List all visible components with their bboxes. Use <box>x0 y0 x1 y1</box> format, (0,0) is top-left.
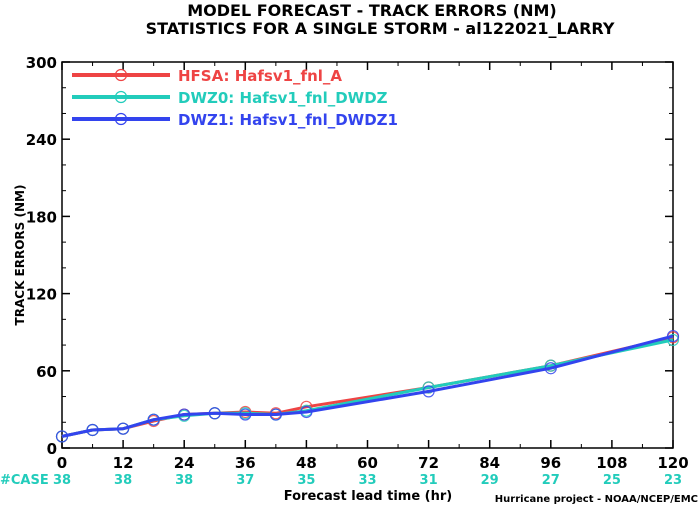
case-count: 35 <box>297 473 315 488</box>
series-point-1 <box>422 381 435 394</box>
x-tick-label: 36 <box>235 454 256 472</box>
x-axis: 0 12 24 36 48 60 72 84 96 108 120 <box>57 62 689 472</box>
case-count: 38 <box>53 473 71 488</box>
case-count: 29 <box>481 473 499 488</box>
chart-subtitle: STATISTICS FOR A SINGLE STORM - al122021… <box>146 19 615 38</box>
x-tick-label: 60 <box>357 454 378 472</box>
series-point-2 <box>544 362 557 375</box>
series-point-2 <box>178 408 191 421</box>
case-counts: 38 38 38 37 35 33 31 29 27 25 23 <box>53 473 682 488</box>
series-point-2 <box>239 408 252 421</box>
case-count: 23 <box>664 473 682 488</box>
series-point-1 <box>666 333 680 347</box>
legend-marker <box>114 112 128 126</box>
case-count: 37 <box>236 473 254 488</box>
series-point-2 <box>86 423 99 437</box>
case-count: 27 <box>542 473 560 488</box>
x-tick-label: 72 <box>418 454 439 472</box>
y-axis: 0 60 120 180 240 300 <box>26 54 673 458</box>
x-axis-label: Forecast lead time (hr) <box>284 489 452 504</box>
series-line-0 <box>61 335 674 438</box>
legend-entry: DWZ1: Hafsv1_fnl_DWDZ1 <box>178 111 398 129</box>
series-point-2 <box>147 413 160 426</box>
legend-entry: HFSA: Hafsv1_fnl_A <box>178 67 342 85</box>
y-tick-label: 120 <box>26 286 57 304</box>
series-point-2 <box>269 408 282 421</box>
series-point-2 <box>55 430 69 443</box>
credit-text: Hurricane project - NOAA/NCEP/EMC <box>495 494 698 505</box>
y-tick-label: 180 <box>26 208 57 226</box>
x-tick-label: 108 <box>596 454 627 472</box>
chart-title: MODEL FORECAST - TRACK ERRORS (NM) <box>187 1 556 20</box>
series-layer <box>55 329 680 443</box>
series-point-2 <box>116 422 130 435</box>
y-tick-label: 60 <box>36 363 57 381</box>
series-point-2 <box>666 329 680 343</box>
case-label: #CASE <box>0 473 49 488</box>
y-tick-label: 240 <box>26 131 57 149</box>
legend-entry: DWZ0: Hafsv1_fnl_DWDZ <box>178 89 388 107</box>
case-count: 25 <box>603 473 621 488</box>
y-tick-label: 300 <box>26 54 57 72</box>
x-tick-label: 84 <box>479 454 500 472</box>
y-tick-label: 0 <box>47 440 57 458</box>
x-tick-label: 120 <box>657 454 688 472</box>
x-tick-label: 0 <box>57 454 67 472</box>
series-point-2 <box>422 385 435 398</box>
legend: HFSA: Hafsv1_fnl_A DWZ0: Hafsv1_fnl_DWDZ D… <box>72 67 398 129</box>
legend-marker <box>114 68 128 82</box>
legend-marker <box>114 90 128 104</box>
case-count: 33 <box>358 473 376 488</box>
y-axis-label: TRACK ERRORS (NM) <box>13 185 27 326</box>
x-tick-label: 48 <box>296 454 317 472</box>
series-point-2 <box>208 407 221 420</box>
x-tick-label: 24 <box>174 454 195 472</box>
case-count: 38 <box>175 473 193 488</box>
x-tick-label: 12 <box>113 454 134 472</box>
series-point-2 <box>300 405 313 419</box>
x-tick-label: 96 <box>540 454 561 472</box>
case-count: 31 <box>420 473 438 488</box>
case-count: 38 <box>114 473 132 488</box>
